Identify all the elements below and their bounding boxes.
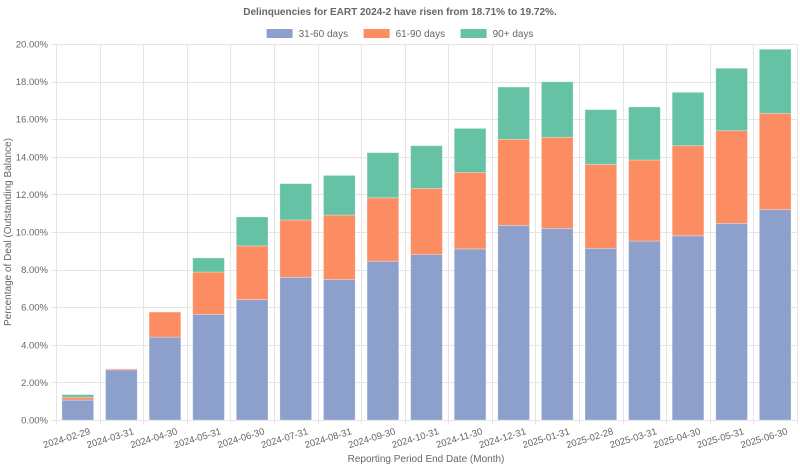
- bar-segment-61-90-days[interactable]: [148, 311, 182, 338]
- legend-swatch: [363, 29, 390, 38]
- x-tick-label: 2025-05-31: [696, 426, 746, 451]
- bar-segment-61-90-days[interactable]: [279, 219, 312, 278]
- y-tick-label: 8.00%: [21, 265, 48, 276]
- bar-segment-31-60-days[interactable]: [453, 248, 487, 421]
- x-tick-label: 2025-04-30: [652, 426, 702, 451]
- legend-item[interactable]: 61-90 days: [363, 29, 445, 40]
- y-tick-label: 4.00%: [21, 340, 48, 351]
- y-axis-ticks: 0.00% 2.00% 4.00% 6.00% 8.00% 10.00% 12.00% 14.…: [16, 40, 49, 427]
- y-tick-label: 0.00%: [21, 416, 48, 427]
- y-tick-label: 12.00%: [16, 190, 49, 201]
- x-tick-label: 2024-11-30: [435, 426, 484, 451]
- x-tick-label: 2025-03-31: [609, 426, 659, 451]
- bar-segment-31-60-days[interactable]: [105, 369, 138, 421]
- bar-segment-90-days[interactable]: [715, 67, 748, 132]
- bar-segment-90-days[interactable]: [497, 86, 530, 140]
- bar-segment-90-days[interactable]: [410, 145, 443, 189]
- y-tick-label: 14.00%: [16, 152, 49, 163]
- bar-segment-31-60-days[interactable]: [628, 240, 661, 421]
- bar-segment-31-60-days[interactable]: [323, 278, 356, 421]
- bar-segment-90-days[interactable]: [323, 175, 356, 216]
- x-axis-title: Reporting Period End Date (Month): [348, 454, 505, 465]
- x-tick-label: 2025-06-30: [739, 426, 789, 451]
- bar-segment-31-60-days[interactable]: [715, 222, 748, 421]
- bar-segment-90-days[interactable]: [235, 216, 269, 247]
- grid: [51, 44, 798, 425]
- legend: 31-60 days 61-90 days 90+ days: [266, 29, 534, 40]
- x-tick-label: 2025-01-31: [521, 426, 571, 451]
- bar-segment-31-60-days[interactable]: [366, 260, 400, 421]
- bar-segment-31-60-days[interactable]: [584, 247, 618, 421]
- bar-segment-90-days[interactable]: [628, 106, 661, 161]
- bar-segment-90-days[interactable]: [279, 183, 312, 221]
- bar-segment-31-60-days[interactable]: [410, 254, 443, 421]
- bar-segment-61-90-days[interactable]: [497, 138, 530, 226]
- bar-segment-31-60-days[interactable]: [671, 235, 705, 421]
- bar-segment-90-days[interactable]: [453, 128, 487, 173]
- legend-swatch: [266, 29, 293, 38]
- bar-segment-61-90-days[interactable]: [366, 197, 400, 262]
- bar-segment-61-90-days[interactable]: [61, 396, 95, 401]
- bar-segment-90-days[interactable]: [366, 152, 400, 199]
- x-tick-label: 2024-03-31: [86, 426, 136, 451]
- bar-segment-90-days[interactable]: [584, 109, 618, 165]
- bar-segment-61-90-days[interactable]: [541, 136, 574, 229]
- bar-segment-61-90-days[interactable]: [671, 145, 705, 237]
- x-tick-label: 2024-07-31: [260, 426, 310, 451]
- y-axis-title: Percentage of Deal (Outstanding Balance): [3, 138, 14, 326]
- bar-segment-61-90-days[interactable]: [192, 271, 225, 315]
- x-tick-label: 2024-12-31: [478, 426, 528, 451]
- x-tick-label: 2024-09-30: [347, 426, 397, 451]
- legend-label: 90+ days: [493, 29, 534, 40]
- bars: [61, 48, 792, 421]
- bar-segment-61-90-days[interactable]: [453, 172, 487, 250]
- bar-segment-31-60-days[interactable]: [541, 228, 574, 421]
- x-tick-label: 2024-02-29: [42, 426, 92, 451]
- x-tick-label: 2024-06-30: [216, 426, 266, 451]
- y-tick-label: 2.00%: [21, 378, 48, 389]
- bar-segment-61-90-days[interactable]: [758, 112, 792, 211]
- bar-segment-90-days[interactable]: [61, 394, 95, 398]
- bar-segment-61-90-days[interactable]: [628, 159, 661, 242]
- y-tick-label: 6.00%: [21, 303, 48, 314]
- y-tick-label: 10.00%: [16, 228, 49, 239]
- bar-segment-61-90-days[interactable]: [105, 368, 138, 371]
- bar-segment-61-90-days[interactable]: [584, 163, 618, 249]
- x-tick-label: 2025-02-28: [565, 426, 615, 451]
- bar-segment-61-90-days[interactable]: [323, 214, 356, 280]
- x-tick-label: 2024-04-30: [129, 426, 179, 451]
- bar-segment-61-90-days[interactable]: [410, 187, 443, 255]
- y-tick-label: 16.00%: [16, 115, 49, 126]
- x-tick-label: 2024-05-31: [173, 426, 223, 451]
- legend-item[interactable]: 90+ days: [460, 29, 534, 40]
- bar-segment-90-days[interactable]: [671, 91, 705, 147]
- legend-item[interactable]: 31-60 days: [266, 29, 348, 40]
- y-tick-label: 18.00%: [16, 77, 49, 88]
- bar-segment-31-60-days[interactable]: [148, 336, 182, 421]
- bar-segment-61-90-days[interactable]: [715, 130, 748, 224]
- bar-segment-31-60-days[interactable]: [192, 313, 225, 421]
- bar-segment-31-60-days[interactable]: [497, 225, 530, 421]
- bar-segment-90-days[interactable]: [541, 81, 574, 138]
- bar-segment-90-days[interactable]: [758, 48, 792, 114]
- chart-title: Delinquencies for EART 2024-2 have risen…: [243, 7, 557, 18]
- x-tick-label: 2024-10-31: [391, 426, 441, 451]
- bar-segment-31-60-days[interactable]: [279, 276, 312, 421]
- legend-swatch: [460, 29, 487, 38]
- bar-segment-90-days[interactable]: [192, 257, 225, 273]
- bar-segment-61-90-days[interactable]: [235, 245, 269, 301]
- x-tick-label: 2024-08-31: [303, 426, 353, 451]
- bar-segment-31-60-days[interactable]: [235, 299, 269, 421]
- legend-label: 31-60 days: [299, 29, 348, 40]
- y-tick-label: 20.00%: [16, 40, 49, 51]
- bar-segment-31-60-days[interactable]: [758, 209, 792, 421]
- bar-segment-31-60-days[interactable]: [61, 399, 95, 421]
- legend-label: 61-90 days: [396, 29, 445, 40]
- x-axis-ticks: 2024-02-292024-03-312024-04-302024-05-31…: [42, 426, 789, 451]
